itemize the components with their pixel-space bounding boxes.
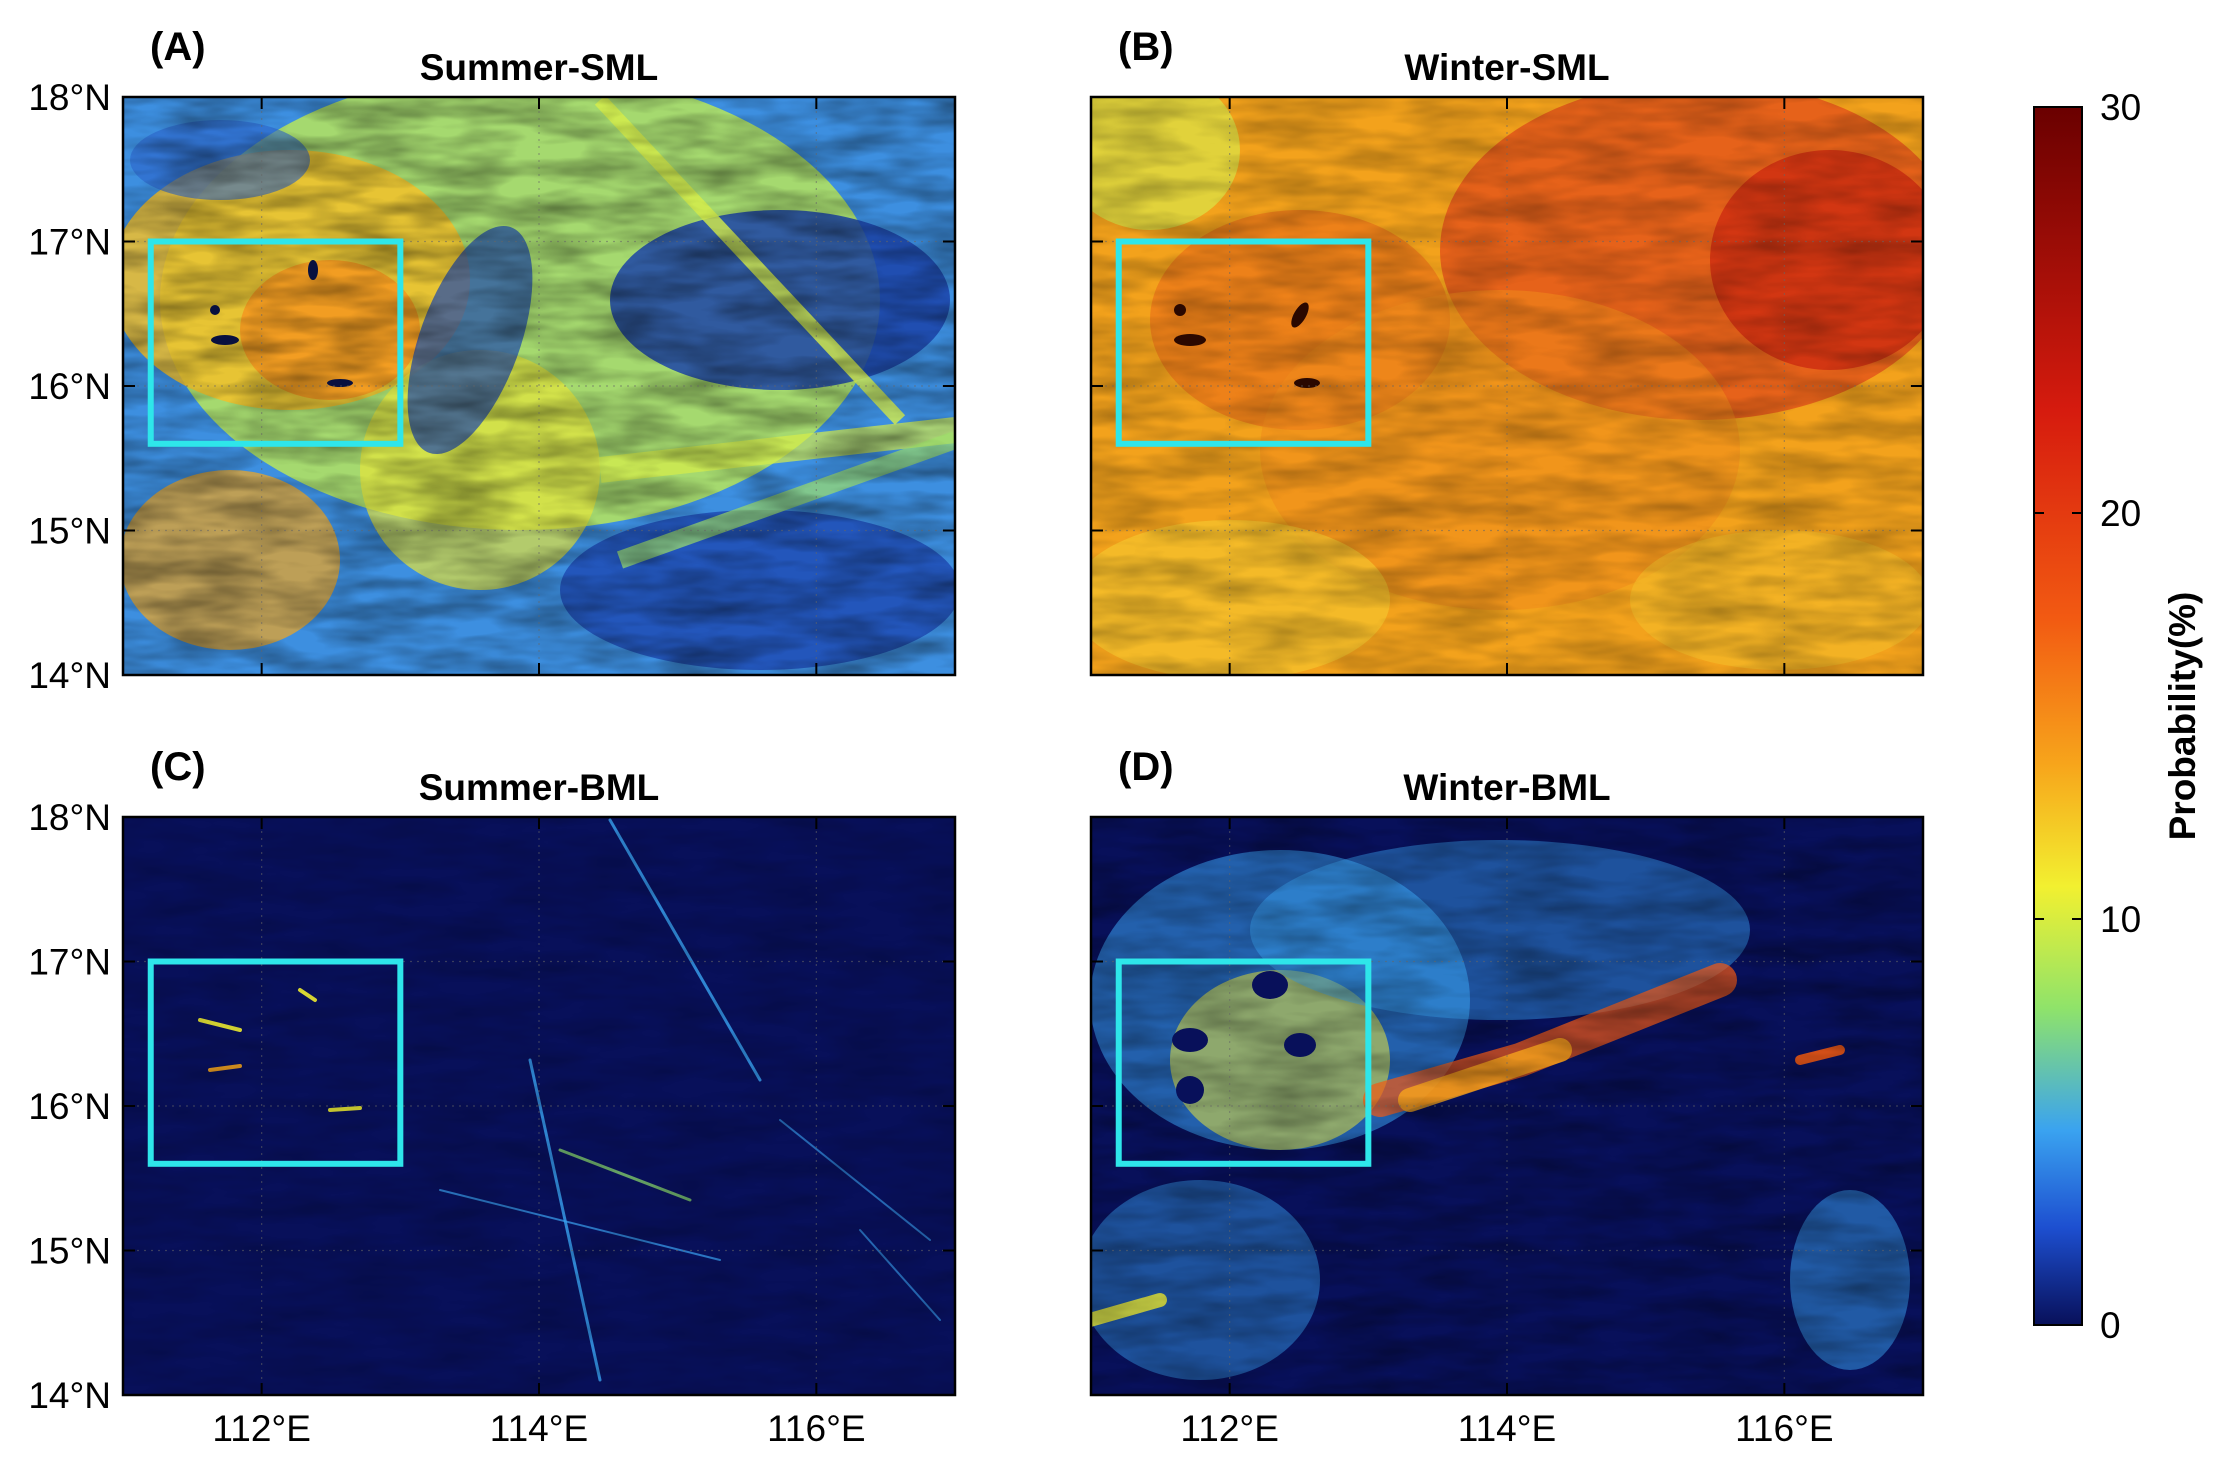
panel-d: (D) Winter-BML [1091, 745, 1923, 1395]
panel-letter-c: (C) [150, 745, 206, 789]
x-tick-label: 114°E [1458, 1408, 1556, 1449]
panel-title-b: Winter-SML [1404, 47, 1609, 88]
colorbar-tick-label: 20 [2100, 493, 2141, 534]
colorbar-tick-label: 10 [2100, 899, 2141, 940]
heatmap-d-islands [1172, 971, 1316, 1104]
y-tick-label: 17°N [28, 222, 111, 263]
y-tick-label: 17°N [28, 942, 111, 983]
axes-a: 14°N 15°N 16°N 17°N 18°N [28, 77, 957, 696]
colorbar-gradient [2033, 106, 2083, 1326]
colorbar-tick-label: 30 [2100, 87, 2141, 128]
panel-letter-a: (A) [150, 25, 206, 69]
y-tick-label: 16°N [28, 1086, 111, 1127]
y-tick-label: 14°N [28, 1375, 111, 1416]
heatmap-d [1091, 817, 1923, 1395]
panel-frame-c [121, 815, 957, 1397]
panel-a: (A) Summer-SML [123, 25, 955, 675]
panel-title-d: Winter-BML [1403, 767, 1610, 808]
heatmap-a [123, 97, 955, 675]
heatmap-b [1091, 97, 1923, 675]
panel-letter-b: (B) [1118, 25, 1174, 69]
heatmap-a-islands [210, 260, 353, 387]
x-tick-label: 116°E [767, 1408, 865, 1449]
study-box-a [147, 238, 404, 447]
axes-b [1089, 95, 1925, 677]
y-tick-label: 14°N [28, 655, 111, 696]
y-tick-label: 18°N [28, 797, 111, 838]
panel-title-c: Summer-BML [419, 767, 660, 808]
study-box-c [147, 958, 404, 1167]
x-tick-label: 112°E [212, 1408, 310, 1449]
x-tick-label: 114°E [490, 1408, 588, 1449]
panel-b: (B) Winter-SML [1091, 25, 1923, 675]
panel-title-a: Summer-SML [420, 47, 658, 88]
y-tick-label: 18°N [28, 77, 111, 118]
study-box-d [1115, 958, 1372, 1167]
study-box-b [1115, 238, 1372, 447]
x-tick-label: 112°E [1180, 1408, 1278, 1449]
colorbar-ticks: 0 10 20 30 [2034, 87, 2141, 1346]
y-tick-label: 15°N [28, 1231, 111, 1272]
axes-d: 112°E 114°E 116°E [1089, 815, 1925, 1449]
x-tick-label: 116°E [1735, 1408, 1833, 1449]
y-tick-label: 15°N [28, 511, 111, 552]
panel-frame-b [1089, 95, 1925, 677]
y-tick-label: 16°N [28, 366, 111, 407]
panel-letter-d: (D) [1118, 745, 1174, 789]
colorbar-tick-label: 0 [2100, 1305, 2121, 1346]
axes-c: 112°E 114°E 116°E 14°N 15°N 16°N 17°N 18°N [28, 797, 957, 1449]
panel-frame-d [1089, 815, 1925, 1397]
panel-frame-a [121, 95, 957, 677]
colorbar-label: Probability(%) [2162, 592, 2203, 841]
colorbar: 0 10 20 30 Probability(%) [2033, 87, 2203, 1346]
heatmap-b-islands [1174, 302, 1320, 388]
